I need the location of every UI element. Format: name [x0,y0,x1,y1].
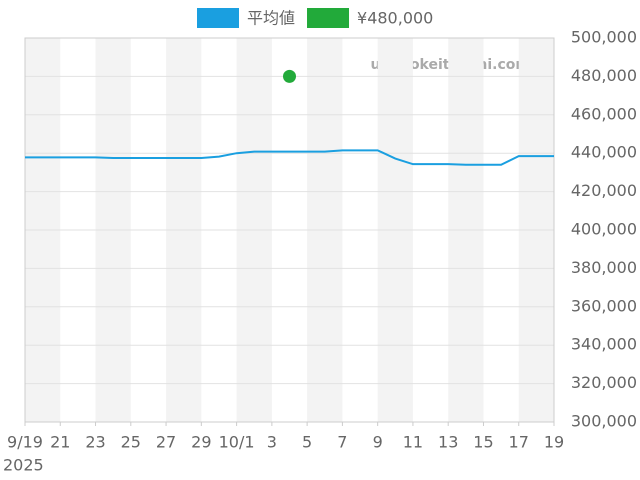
legend-label: 平均値 [247,9,295,28]
x-tick-label: 9/19 [7,433,43,452]
y-tick-label: 380,000 [571,258,637,277]
plot-frame [24,37,555,423]
y-tick-label: 440,000 [571,143,637,162]
series-line [25,149,554,166]
x-tick-label: 17 [509,433,529,452]
x-tick-label: 7 [337,433,347,452]
x-tick-label: 9 [373,433,383,452]
legend-label: ¥480,000 [357,9,433,28]
x-tick-label: 23 [85,433,105,452]
x-tick-label: 11 [403,433,423,452]
y-tick-label: 400,000 [571,220,637,239]
x-tick-label: 13 [438,433,458,452]
x-tick-label: 27 [156,433,176,452]
x-tick-label: 3 [267,433,277,452]
y-tick-label: 500,000 [571,28,637,47]
y-tick-label: 360,000 [571,296,637,315]
x-tick-label: 29 [191,433,211,452]
y-tick-label: 340,000 [571,335,637,354]
x-tick-label: 21 [50,433,70,452]
x-tick-label: 5 [302,433,312,452]
point [283,69,296,83]
y-tick-label: 420,000 [571,181,637,200]
y-tick-label: 480,000 [571,66,637,85]
legend-swatch [307,8,350,28]
y-tick-label: 300,000 [571,412,637,431]
x-tick-label: 25 [121,433,141,452]
x-year-label: 2025 [3,456,44,475]
x-tick-label: 19 [544,433,564,452]
x-tick-label: 10/1 [219,433,255,452]
y-tick-label: 460,000 [571,104,637,123]
y-tick-label: 320,000 [571,373,637,392]
legend-swatch [197,8,239,28]
x-tick-label: 15 [473,433,493,452]
